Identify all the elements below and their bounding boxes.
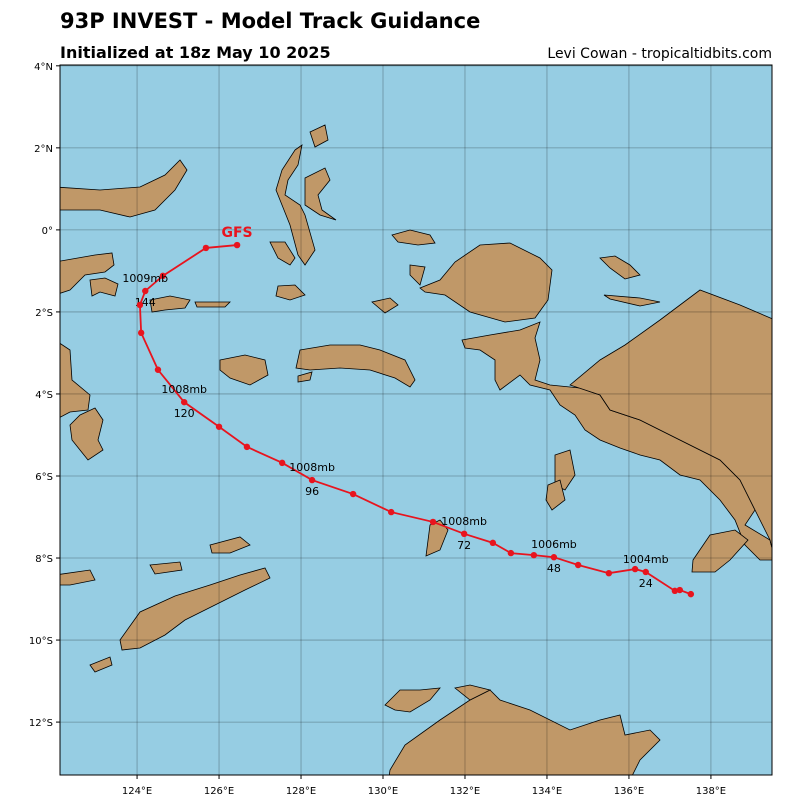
hour-label: 72 xyxy=(457,539,471,552)
pressure-label: 1008mb xyxy=(441,515,487,528)
track-point xyxy=(388,508,395,516)
track-point xyxy=(142,287,149,295)
y-tick-label: 2°N xyxy=(34,144,53,155)
y-tick-label: 10°S xyxy=(29,636,53,647)
track-point xyxy=(507,549,515,557)
track-point xyxy=(642,568,649,576)
x-tick-label: 134°E xyxy=(532,786,562,797)
track-point xyxy=(202,244,210,252)
y-tick-label: 6°S xyxy=(35,472,53,483)
x-tick-label: 132°E xyxy=(450,786,480,797)
hour-label: 120 xyxy=(174,407,195,420)
track-point xyxy=(489,539,497,547)
track-point xyxy=(181,398,188,406)
x-tick-label: 128°E xyxy=(286,786,316,797)
y-tick-label: 8°S xyxy=(35,554,53,565)
track-point xyxy=(671,587,679,595)
track-point xyxy=(215,423,223,430)
track-point xyxy=(676,586,683,594)
credit: Levi Cowan - tropicaltidbits.com xyxy=(547,46,772,62)
track-point xyxy=(349,490,357,498)
x-tick-label: 124°E xyxy=(122,786,152,797)
model-label: GFS xyxy=(222,225,253,241)
x-tick-label: 136°E xyxy=(614,786,644,797)
track-point xyxy=(687,590,695,598)
hour-label: 96 xyxy=(305,485,319,498)
track-point xyxy=(429,518,437,526)
grid xyxy=(60,65,772,775)
pressure-label: 1004mb xyxy=(623,553,669,566)
title: 93P INVEST - Model Track Guidance xyxy=(60,9,480,33)
pressure-label: 1009mb xyxy=(122,272,168,285)
land xyxy=(60,124,772,775)
y-tick-label: 4°N xyxy=(34,62,53,73)
track-point xyxy=(137,329,145,337)
track-point xyxy=(233,241,241,249)
pressure-label: 1008mb xyxy=(289,461,335,474)
y-tick-label: 4°S xyxy=(35,390,53,401)
track-point xyxy=(278,459,286,467)
track-point xyxy=(574,561,582,569)
track-point xyxy=(550,554,558,561)
track-point xyxy=(460,530,468,538)
track-point xyxy=(631,565,639,573)
track-point xyxy=(136,301,144,309)
subtitle: Initialized at 18z May 10 2025 xyxy=(60,43,331,62)
track-point xyxy=(308,476,316,484)
map-frame xyxy=(59,64,773,776)
track-point xyxy=(243,443,251,451)
track-point xyxy=(530,551,538,559)
track-point xyxy=(159,272,167,280)
track-point xyxy=(605,569,613,577)
hour-label: 48 xyxy=(547,562,561,575)
x-tick-label: 130°E xyxy=(368,786,398,797)
y-tick-label: 0° xyxy=(42,226,53,237)
y-tick-label: 2°S xyxy=(35,308,53,319)
pressure-label: 1006mb xyxy=(531,538,577,551)
x-tick-label: 138°E xyxy=(696,786,726,797)
hour-label: 24 xyxy=(639,577,653,590)
x-tick-label: 126°E xyxy=(204,786,234,797)
pressure-label: 1008mb xyxy=(161,383,207,396)
track-point xyxy=(154,366,162,373)
y-tick-label: 12°S xyxy=(29,718,53,729)
